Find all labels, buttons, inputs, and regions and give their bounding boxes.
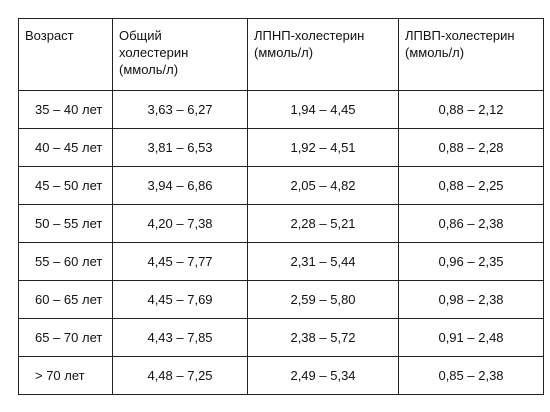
age-cell: 45 – 50 лет [18,166,113,205]
header-cell: ЛПНП-холестерин (ммоль/л) [247,18,399,91]
table-row: > 70 лет 4,48 – 7,25 2,49 – 5,34 0,85 – 2,3… [18,356,544,395]
range-cell: 0,86 – 2,38 [398,204,544,243]
range-cell: 0,85 – 2,38 [398,356,544,395]
table-row: 35 – 40 лет 3,63 – 6,27 1,94 – 4,45 0,88 – … [18,90,544,129]
header-text: (ммоль/л) [119,62,179,77]
range-cell: 4,20 – 7,38 [112,204,248,243]
table-row: 45 – 50 лет 3,94 – 6,86 2,05 – 4,82 0,88 – … [18,166,544,205]
range-cell: 3,81 – 6,53 [112,128,248,167]
table-row: 40 – 45 лет 3,81 – 6,53 1,92 – 4,51 0,88 – … [18,128,544,167]
cholesterol-table: Возраст Общий холестерин (ммоль/л) ЛПНП-холе… [18,18,544,395]
header-text: (ммоль/л) [254,45,314,60]
range-cell: 2,49 – 5,34 [247,356,399,395]
range-cell: 2,05 – 4,82 [247,166,399,205]
range-cell: 4,45 – 7,77 [112,242,248,281]
header-cell: Общий холестерин (ммоль/л) [112,18,248,91]
range-cell: 0,91 – 2,48 [398,318,544,357]
range-cell: 0,88 – 2,12 [398,90,544,129]
header-row: Возраст Общий холестерин (ммоль/л) ЛПНП-холе… [18,18,544,91]
header-text: ЛПВП-холестерин [405,28,515,43]
range-cell: 3,63 – 6,27 [112,90,248,129]
range-cell: 1,92 – 4,51 [247,128,399,167]
range-cell: 3,94 – 6,86 [112,166,248,205]
age-cell: 60 – 65 лет [18,280,113,319]
age-cell: 65 – 70 лет [18,318,113,357]
range-cell: 2,59 – 5,80 [247,280,399,319]
table-body: Возраст Общий холестерин (ммоль/л) ЛПНП-холе… [18,18,544,395]
age-cell: 40 – 45 лет [18,128,113,167]
header-cell: ЛПВП-холестерин (ммоль/л) [398,18,544,91]
age-cell: 55 – 60 лет [18,242,113,281]
table-row: 65 – 70 лет 4,43 – 7,85 2,38 – 5,72 0,91 – … [18,318,544,357]
range-cell: 2,28 – 5,21 [247,204,399,243]
range-cell: 0,88 – 2,28 [398,128,544,167]
header-text: ЛПНП-холестерин [254,28,365,43]
header-text: холестерин [119,45,189,60]
range-cell: 2,38 – 5,72 [247,318,399,357]
range-cell: 2,31 – 5,44 [247,242,399,281]
header-text: (ммоль/л) [405,45,465,60]
age-cell: > 70 лет [18,356,113,395]
range-cell: 4,45 – 7,69 [112,280,248,319]
range-cell: 0,98 – 2,38 [398,280,544,319]
range-cell: 1,94 – 4,45 [247,90,399,129]
age-cell: 50 – 55 лет [18,204,113,243]
range-cell: 4,48 – 7,25 [112,356,248,395]
range-cell: 4,43 – 7,85 [112,318,248,357]
header-text: Возраст [25,28,74,43]
table-row: 50 – 55 лет 4,20 – 7,38 2,28 – 5,21 0,86 – … [18,204,544,243]
range-cell: 0,96 – 2,35 [398,242,544,281]
table-row: 60 – 65 лет 4,45 – 7,69 2,59 – 5,80 0,98 – … [18,280,544,319]
header-cell: Возраст [18,18,113,91]
range-cell: 0,88 – 2,25 [398,166,544,205]
age-cell: 35 – 40 лет [18,90,113,129]
header-text: Общий [119,28,162,43]
table-row: 55 – 60 лет 4,45 – 7,77 2,31 – 5,44 0,96 – … [18,242,544,281]
